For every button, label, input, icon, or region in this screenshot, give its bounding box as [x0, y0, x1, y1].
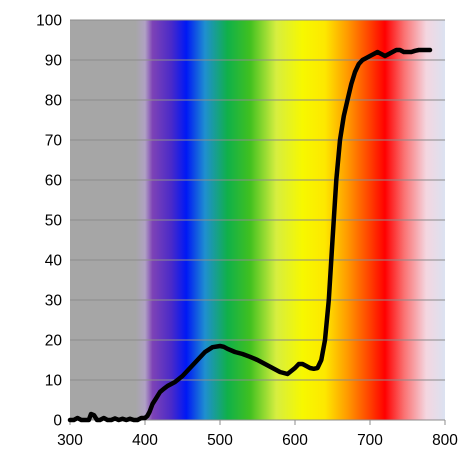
y-tick-label: 50 [45, 213, 63, 230]
x-tick-label: 500 [207, 432, 233, 449]
y-tick-label: 100 [36, 13, 62, 30]
y-tick-label: 60 [45, 173, 63, 190]
gridlines [70, 19, 445, 421]
y-tick-label: 80 [45, 93, 63, 110]
x-tick-label: 600 [282, 432, 308, 449]
y-tick-label: 20 [45, 333, 63, 350]
x-tick-label: 400 [132, 432, 158, 449]
transmission-curve [67, 47, 433, 423]
y-axis-tick-labels: 0 10 20 30 40 50 60 70 80 90 100 [36, 13, 62, 430]
y-tick-label: 30 [45, 293, 63, 310]
y-tick-label: 0 [53, 413, 62, 430]
y-tick-label: 40 [45, 253, 63, 270]
x-tick-label: 800 [432, 432, 458, 449]
x-axis-tick-labels: 300 400 500 600 700 800 [57, 420, 458, 449]
y-tick-label: 70 [45, 133, 63, 150]
x-tick-label: 700 [357, 432, 383, 449]
y-tick-label: 90 [45, 53, 63, 70]
y-tick-label: 10 [45, 373, 63, 390]
x-tick-label: 300 [57, 432, 83, 449]
